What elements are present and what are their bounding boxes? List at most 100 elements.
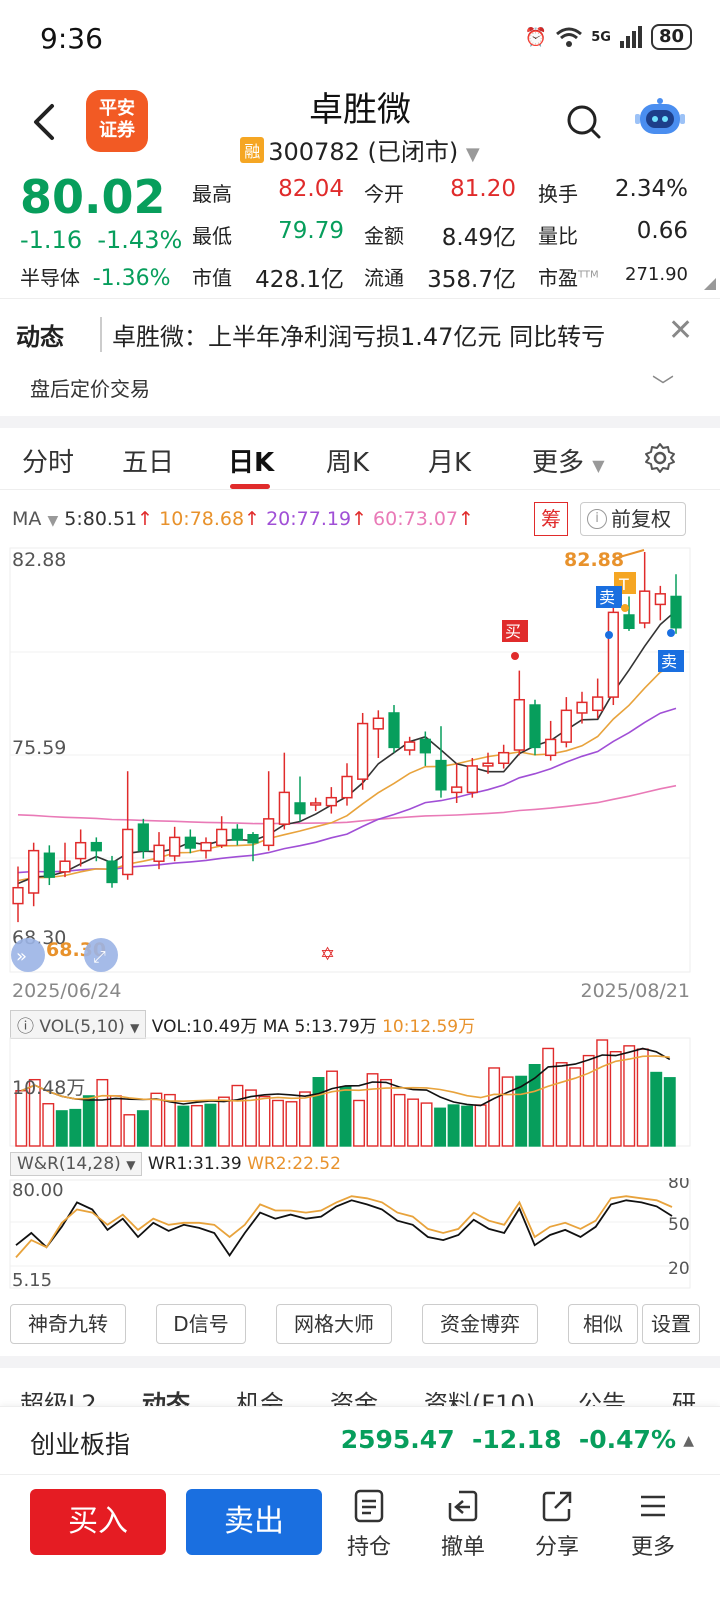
back-arrow-icon[interactable]	[30, 102, 60, 142]
tab-capital[interactable]: 资金	[330, 1390, 378, 1406]
tab-announcement[interactable]: 公告	[578, 1390, 626, 1406]
cancel-order-button[interactable]: 撤单	[428, 1489, 498, 1561]
volume-bar	[501, 1076, 514, 1147]
expand-left-icon[interactable]	[11, 938, 45, 972]
volume-ma10-line	[20, 1055, 670, 1103]
volume-bar	[447, 1104, 460, 1147]
event-star-icon[interactable]: ✡	[320, 944, 335, 965]
tab-five-day[interactable]: 五日	[122, 448, 175, 478]
label-amount: 金额	[364, 224, 404, 248]
stock-code-selector[interactable]: 融 300782 (已闭市) ▼	[0, 132, 720, 167]
ai-assistant-robot-icon[interactable]	[634, 96, 686, 142]
volume-bar	[434, 1107, 447, 1147]
section-divider	[0, 1356, 720, 1368]
corner-fold-icon[interactable]	[704, 278, 716, 290]
tool-settings[interactable]: 设置	[642, 1304, 700, 1344]
volume-bar	[177, 1105, 190, 1147]
settings-gear-icon[interactable]	[644, 442, 676, 474]
volume-bar	[474, 1104, 487, 1147]
tool-magic-nine[interactable]: 神奇九转	[10, 1304, 126, 1344]
post-trade-label[interactable]: 盘后定价交易	[30, 377, 150, 401]
volume-bar	[190, 1104, 203, 1147]
sell-marker-2[interactable]	[658, 650, 684, 672]
value-float-cap: 358.7亿	[427, 267, 516, 293]
close-icon[interactable]: ✕	[668, 313, 694, 348]
tool-grid-master[interactable]: 网格大师	[276, 1304, 392, 1344]
tool-similar[interactable]: 相似	[568, 1304, 638, 1344]
fullscreen-icon[interactable]	[84, 938, 118, 972]
status-icons: ⏰ 5G 80	[525, 24, 692, 50]
logo-line1: 平安	[99, 98, 135, 119]
wr1-line	[15, 1199, 673, 1257]
more-button[interactable]: 更多	[618, 1489, 688, 1561]
tool-capital-game[interactable]: 资金博弈	[422, 1304, 538, 1344]
volume-bar	[515, 1075, 528, 1147]
tab-daily-k[interactable]: 日K	[228, 448, 275, 478]
news-tag: 动态	[16, 323, 64, 351]
volume-bar	[407, 1098, 420, 1147]
adjust-mode-button[interactable]: i 前复权	[580, 502, 686, 536]
tab-news[interactable]: 动态	[142, 1390, 190, 1406]
x-axis-end-date: 2025/08/21	[580, 980, 690, 1002]
margin-badge: 融	[240, 137, 265, 163]
value-low: 79.79	[278, 218, 344, 244]
index-values: 2595.47 -12.18 -0.47%	[341, 1425, 676, 1454]
volume-bar	[596, 1039, 609, 1147]
caret-up-icon[interactable]: ▲	[683, 1433, 694, 1449]
chevron-down-icon[interactable]: ﹀	[652, 375, 675, 400]
vol-ma10: 10:12.59万	[382, 1017, 476, 1037]
candle-body	[560, 709, 572, 743]
tab-super-l2[interactable]: 超级L2	[20, 1390, 97, 1406]
alarm-icon: ⏰	[524, 26, 548, 48]
search-icon[interactable]	[566, 104, 602, 140]
volume-chart[interactable]: 10.48万	[0, 1036, 720, 1148]
buy-button[interactable]: 买入	[30, 1489, 166, 1555]
tab-intraday[interactable]: 分时	[22, 448, 75, 478]
candle-body	[325, 796, 337, 807]
sell-marker-label: 卖	[599, 588, 615, 607]
tab-f10[interactable]: 资料(F10)	[424, 1390, 536, 1406]
t-dot	[621, 604, 629, 612]
volume-bar	[650, 1071, 663, 1147]
volume-indicator-selector[interactable]: ⓘ VOL(5,10) ▼	[10, 1010, 147, 1039]
wr-legend[interactable]: W&R(14,28) ▼ WR1:31.39 WR2:22.52	[10, 1152, 341, 1176]
ma-legend[interactable]: MA ▼ 5:80.51↑ 10:78.68↑ 20:77.19↑ 60:73.…	[12, 508, 474, 530]
wr-indicator-selector[interactable]: W&R(14,28) ▼	[10, 1152, 143, 1176]
index-ticker[interactable]: 创业板指 2595.47 -12.18 -0.47% ▲	[0, 1406, 720, 1474]
volume-legend[interactable]: ⓘ VOL(5,10) ▼ VOL:10.49万 MA 5:13.79万 10:…	[10, 1010, 475, 1039]
kline-chart[interactable]: 82.88 75.59 68.30 82.88 T 卖 卖 买 ✡ » 68.3…	[0, 540, 720, 976]
up-arrow-icon: ↑	[458, 508, 474, 530]
tool-d-signal[interactable]: D信号	[156, 1304, 246, 1344]
holdings-button[interactable]: 持仓	[334, 1489, 404, 1561]
candle-body	[482, 762, 494, 767]
candle-body	[216, 828, 228, 847]
price-change: -1.16 -1.43%	[20, 226, 182, 254]
broker-logo[interactable]: 平安 证券	[86, 90, 148, 152]
index-change: -12.18	[472, 1425, 562, 1454]
tab-research[interactable]: 研	[672, 1390, 696, 1406]
ma10-value: 10:78.68	[159, 508, 245, 530]
up-arrow-icon: ↑	[351, 508, 367, 530]
sell-marker[interactable]	[596, 586, 622, 608]
wr2-line	[15, 1195, 673, 1258]
news-headline[interactable]: 卓胜微：上半年净利润亏损1.47亿元 同比转亏	[100, 317, 605, 352]
value-amount: 8.49亿	[441, 225, 516, 251]
buy-marker[interactable]	[502, 620, 528, 642]
index-name: 创业板指	[30, 1430, 131, 1459]
sell-button[interactable]: 卖出	[186, 1489, 322, 1555]
chip-distribution-button[interactable]: 筹	[534, 502, 568, 536]
news-bar[interactable]: 动态 卓胜微：上半年净利润亏损1.47亿元 同比转亏 ✕ 盘后定价交易 ﹀	[0, 298, 720, 416]
wr-right-50: 50	[668, 1215, 690, 1235]
undo-icon	[448, 1490, 478, 1522]
volume-bar	[109, 1095, 122, 1147]
sector-row[interactable]: 半导体 -1.36%	[20, 262, 171, 291]
tab-weekly-k[interactable]: 周K	[326, 448, 370, 478]
chart-tab-bar: 分时 五日 日K 周K 月K 更多 ▼	[0, 428, 720, 490]
tab-opportunity[interactable]: 机会	[236, 1390, 284, 1406]
caret-down-icon: ▼	[47, 513, 59, 529]
share-button[interactable]: 分享	[522, 1489, 592, 1561]
wr-chart[interactable]: 80.00 5.15 80 50 20	[0, 1178, 720, 1292]
tab-monthly-k[interactable]: 月K	[428, 448, 472, 478]
wr-y-top: 80.00	[12, 1180, 64, 1201]
tab-more[interactable]: 更多 ▼	[532, 448, 605, 478]
